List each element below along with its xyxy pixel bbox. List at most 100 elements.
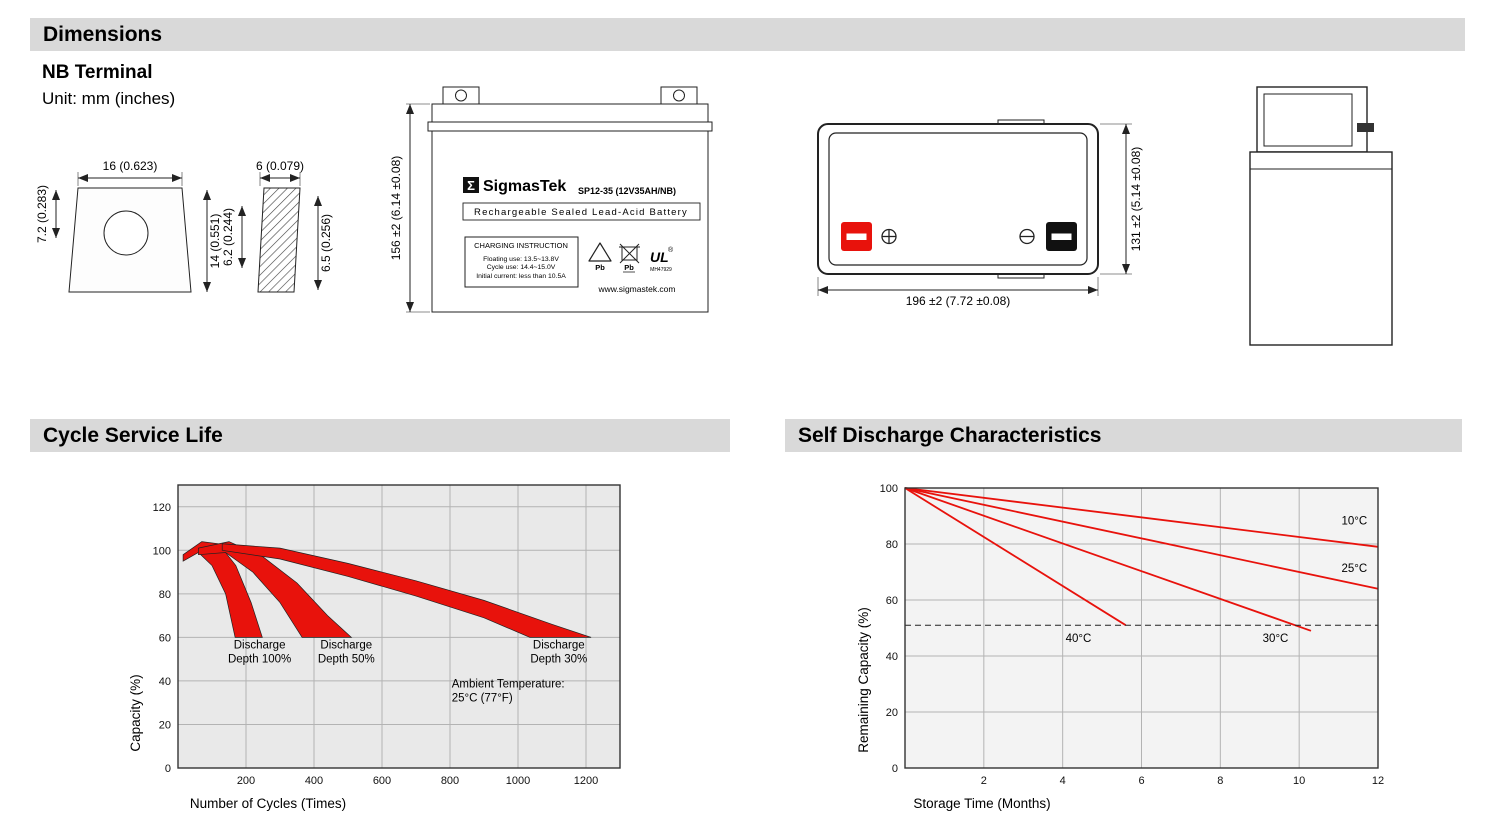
- charging-box-title: CHARGING INSTRUCTION: [474, 241, 568, 250]
- svg-text:100: 100: [880, 483, 898, 495]
- annotation: Discharge Depth 30%: [530, 639, 587, 665]
- charging-line2: Cycle use: 14.4~15.0V: [487, 264, 556, 271]
- annotation: 10°C: [1341, 515, 1367, 527]
- battery-body: [431, 130, 709, 313]
- black-terminal-slot: [1051, 233, 1072, 240]
- cycle-service-life-chart: 200 400 600 800 1000 1200 0 20 40 60 80 100 120 Disch…: [128, 484, 621, 811]
- minus-symbol-icon: [1019, 228, 1035, 245]
- svg-text:2: 2: [981, 775, 987, 787]
- pb-label-2: Pb: [624, 263, 634, 272]
- svg-text:12: 12: [1372, 775, 1384, 787]
- svg-text:60: 60: [159, 632, 171, 644]
- annotation: Discharge Depth 100%: [228, 639, 291, 665]
- annotation: Discharge Depth 50%: [318, 639, 375, 665]
- terminal-side-outer-dim: 6.5 (0.256): [319, 214, 333, 272]
- svg-text:6: 6: [1138, 775, 1144, 787]
- plot-frame: [904, 487, 1379, 769]
- brand-logo-box: [463, 177, 479, 193]
- top-view-inner: [828, 132, 1088, 266]
- svg-text:20: 20: [159, 719, 171, 731]
- series-40-c: [904, 487, 1127, 626]
- svg-text:80: 80: [159, 589, 171, 601]
- annotation: Ambient Temperature: 25°C (77°F): [452, 678, 565, 704]
- svg-text:60: 60: [886, 595, 898, 607]
- terminal-side-view: 6 (0.079) 6.2 (0.244) 6.5 (0.256): [221, 159, 333, 293]
- terminal-type-heading: NB Terminal: [42, 62, 153, 83]
- terminal-front-view: 16 (0.623) 7.2 (0.283) 14 (0.551): [35, 159, 222, 293]
- svg-text:200: 200: [237, 775, 255, 787]
- terminal-side-width-dim: 6 (0.079): [256, 159, 304, 173]
- registered-mark: ®: [668, 246, 674, 254]
- side-terminal-pin: [1357, 123, 1374, 132]
- series-10-c: [904, 487, 1379, 548]
- annotation: 25°C: [1341, 563, 1367, 575]
- self-discharge-chart: 2 4 6 8 10 12 0 20 40 60 80 100 10°C 25°C 40°C 30°C Stor…: [856, 483, 1384, 811]
- charging-line1: Floating use: 13.5~13.8V: [483, 256, 559, 263]
- annotation: 30°C: [1263, 633, 1289, 645]
- svg-text:10: 10: [1293, 775, 1305, 787]
- battery-side-view: [1249, 86, 1393, 346]
- svg-text:20: 20: [886, 707, 898, 719]
- section-header-dimensions: Dimensions: [30, 18, 1465, 51]
- model-number: SP12-35 (12V35AH/NB): [578, 186, 676, 196]
- brand-name: SigmasTek: [483, 178, 566, 195]
- svg-text:80: 80: [886, 539, 898, 551]
- red-terminal-slot: [846, 233, 867, 240]
- recycle-icon: [588, 242, 612, 262]
- y-axis-label: Remaining Capacity (%): [856, 607, 871, 753]
- battery-height-dim: 156 ±2 (6.14 ±0.08): [389, 156, 403, 261]
- svg-text:400: 400: [305, 775, 323, 787]
- tick-labels: 2 4 6 8 10 12 0 20 40 60 80 100: [880, 483, 1384, 787]
- battery-front-view: Σ SigmasTek SP12-35 (12V35AH/NB) Recharg…: [389, 86, 713, 313]
- band-discharge-depth-100-: [182, 541, 263, 638]
- battery-width-dim: 196 ±2 (7.72 ±0.08): [906, 294, 1011, 308]
- battery-subtitle: Rechargeable Sealed Lead-Acid Battery: [474, 207, 688, 218]
- section-header-cycle-service-life: Cycle Service Life: [30, 419, 730, 452]
- battery-depth-dim: 131 ±2 (5.14 ±0.08): [1129, 147, 1143, 252]
- x-axis-label: Storage Time (Months): [913, 796, 1050, 811]
- side-terminal-inner: [1263, 93, 1353, 147]
- terminal-section: [257, 187, 301, 293]
- charging-instruction-box: [464, 236, 579, 288]
- svg-text:1000: 1000: [506, 775, 530, 787]
- band-discharge-depth-30-: [221, 543, 592, 638]
- terminal-height-full-dim: 14 (0.551): [208, 214, 222, 269]
- terminal-side-inner-dim: 6.2 (0.244): [221, 208, 235, 266]
- tick-labels: 200 400 600 800 1000 1200 0 20 40 60 80 100 120: [153, 502, 599, 787]
- unit-note: Unit: mm (inches): [42, 89, 176, 108]
- svg-text:0: 0: [165, 763, 171, 775]
- plot-frame: [177, 484, 621, 769]
- terminal-hole: [103, 210, 149, 256]
- x-axis-label: Number of Cycles (Times): [190, 796, 346, 811]
- dimension-drawings: 16 (0.623) 7.2 (0.283) 14 (0.551) 6 (0.0…: [35, 86, 1393, 346]
- svg-text:120: 120: [153, 502, 171, 514]
- svg-text:800: 800: [441, 775, 459, 787]
- website-text: www.sigmastek.com: [598, 284, 676, 294]
- ul-file-number: MH47929: [650, 267, 672, 273]
- ul-mark-icon: UL: [650, 249, 669, 265]
- top-view-outline: [817, 123, 1099, 275]
- battery-top-view: 196 ±2 (7.72 ±0.08) 131 ±2 (5.14 ±0.08): [817, 119, 1143, 308]
- terminal-width-dim: 16 (0.623): [103, 159, 158, 173]
- side-terminal-housing: [1256, 86, 1368, 153]
- svg-text:600: 600: [373, 775, 391, 787]
- svg-text:8: 8: [1217, 775, 1223, 787]
- plus-symbol-icon: [881, 228, 897, 245]
- charging-line3: Initial current: less than 10.5A: [476, 273, 566, 280]
- series-30-c: [904, 487, 1312, 632]
- svg-text:1200: 1200: [574, 775, 598, 787]
- pb-label-1: Pb: [595, 263, 605, 272]
- svg-text:0: 0: [892, 763, 898, 775]
- terminal-height-top-dim: 7.2 (0.283): [35, 185, 49, 243]
- svg-text:40: 40: [159, 676, 171, 688]
- svg-text:4: 4: [1060, 775, 1066, 787]
- svg-text:40: 40: [886, 651, 898, 663]
- subtitle-strip: [462, 202, 701, 221]
- svg-text:100: 100: [153, 545, 171, 557]
- series-25-c: [904, 487, 1379, 590]
- brand-sigma-icon: Σ: [467, 178, 475, 193]
- section-header-self-discharge: Self Discharge Characteristics: [785, 419, 1462, 452]
- battery-cover-lip: [427, 121, 713, 132]
- annotation: 40°C: [1066, 633, 1092, 645]
